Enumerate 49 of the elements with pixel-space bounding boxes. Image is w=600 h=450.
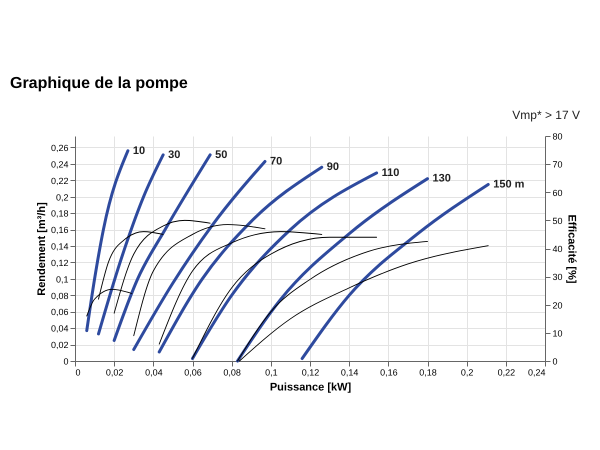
y2-tick-label: 10 [552, 328, 563, 338]
x-tick-label: 0,08 [223, 368, 241, 378]
x-tick-label: 0,02 [106, 368, 124, 378]
y-tick-label: 0,1 [56, 274, 68, 284]
y-axis-title: Rendement [m³/h] [36, 202, 48, 296]
y-tick-label: 0,2 [56, 192, 68, 202]
x-tick-label: 0,2 [460, 368, 474, 378]
y-tick-label: 0,22 [50, 176, 68, 186]
y-tick-label: 0,06 [50, 307, 68, 318]
y-tick-label: 0,26 [50, 142, 68, 153]
y-tick-label: 0,18 [50, 208, 68, 219]
y-tick-label: 0,14 [50, 242, 68, 252]
y-tick-label: 0,12 [50, 258, 68, 268]
y2-tick-label: 20 [552, 300, 563, 310]
x-tick-label: 0,14 [340, 368, 358, 378]
series-label: 10 [132, 144, 146, 157]
text: Vmp* > 17 V [512, 108, 580, 122]
x-tick-label: 0,24 [528, 368, 546, 378]
y-tick-label: 0,24 [50, 159, 68, 170]
y2-axis-title: Efficacité [%] [566, 214, 578, 284]
x-tick-label: 0,04 [145, 368, 163, 378]
series-label: 130 [432, 172, 451, 185]
x-axis-title: Puissance [kW] [270, 382, 352, 394]
y-tick-label: 0,04 [50, 324, 68, 334]
y2-tick-label: 80 [552, 132, 563, 142]
y2-tick-label: 70 [552, 160, 563, 170]
series-label: 50 [215, 148, 228, 161]
y-tick-label: 0 [63, 356, 68, 366]
series-label: 70 [270, 155, 282, 168]
x-tick-label: 0 [76, 368, 81, 378]
y2-tick-label: 0 [552, 356, 558, 366]
y-tick-label: 0,08 [50, 290, 68, 301]
series-label: 90 [326, 161, 339, 174]
y2-tick-label: 40 [552, 244, 563, 254]
y2-tick-label: 60 [552, 188, 563, 198]
x-tick-label: 0,06 [184, 368, 202, 378]
x-tick-label: 0,22 [498, 368, 516, 378]
x-tick-label: 0,18 [419, 368, 437, 378]
x-tick-label: 0,12 [302, 368, 320, 378]
x-tick-label: 0,1 [265, 368, 278, 378]
series-label: 150 m [493, 178, 525, 190]
y-tick-label: 0,16 [50, 225, 68, 236]
y-tick-label: 0,02 [50, 340, 68, 350]
series-label: 30 [168, 148, 180, 161]
series-label: 110 [382, 166, 400, 179]
y2-tick-label: 30 [552, 272, 563, 282]
y2-tick-label: 50 [552, 216, 563, 226]
chart-title: Graphique de la pompe [10, 75, 188, 92]
x-tick-label: 0,16 [380, 368, 398, 378]
